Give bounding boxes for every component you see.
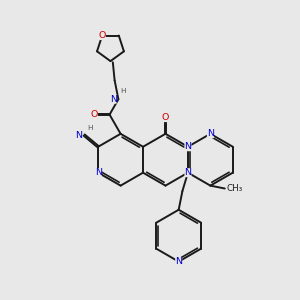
Text: N: N bbox=[75, 130, 82, 140]
Text: O: O bbox=[162, 113, 169, 122]
Text: H: H bbox=[87, 125, 93, 131]
Text: N: N bbox=[184, 168, 191, 177]
Text: N: N bbox=[110, 95, 117, 104]
Text: H: H bbox=[120, 88, 126, 94]
Text: O: O bbox=[91, 110, 98, 119]
Text: N: N bbox=[175, 257, 182, 266]
Text: CH₃: CH₃ bbox=[226, 184, 242, 193]
Text: N: N bbox=[95, 168, 102, 177]
Text: N: N bbox=[207, 129, 214, 138]
Text: O: O bbox=[98, 31, 106, 40]
Text: N: N bbox=[184, 142, 191, 151]
